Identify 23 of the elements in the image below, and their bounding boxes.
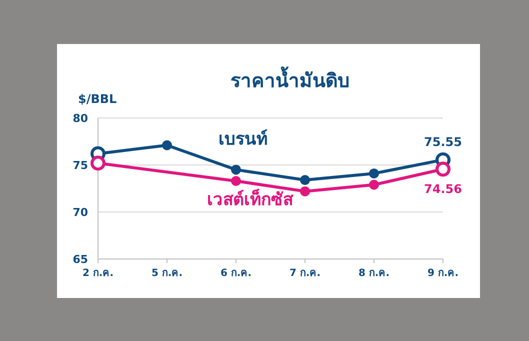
x-tick-label: 2 ก.ค.	[82, 268, 114, 279]
y-axis-title: $/BBL	[78, 92, 118, 106]
data-label: 74.56	[424, 182, 462, 196]
point	[300, 186, 310, 196]
y-tick-label: 80	[72, 112, 88, 125]
data-label: 75.55	[424, 134, 462, 149]
point	[231, 176, 241, 186]
point	[369, 168, 379, 178]
point	[231, 164, 241, 175]
series-label: เบรนท์	[218, 128, 268, 150]
series-label: เวสต์เท็กซัส	[206, 187, 294, 210]
x-tick-label: 5 ก.ค.	[151, 268, 183, 279]
point	[162, 140, 172, 150]
x-tick-label: 8 ก.ค.	[358, 268, 390, 279]
point	[369, 180, 379, 190]
x-tick-label: 9 ก.ค.	[427, 268, 459, 279]
y-tick-label: 75	[72, 159, 88, 172]
x-tick-label: 6 ก.ค.	[220, 268, 252, 279]
y-tick-label: 65	[72, 253, 88, 266]
y-tick-label: 70	[72, 206, 88, 219]
point	[300, 175, 310, 186]
chart-title: ราคาน้ำมันดิบ	[230, 66, 350, 92]
x-tick-label: 7 ก.ค.	[289, 268, 321, 279]
